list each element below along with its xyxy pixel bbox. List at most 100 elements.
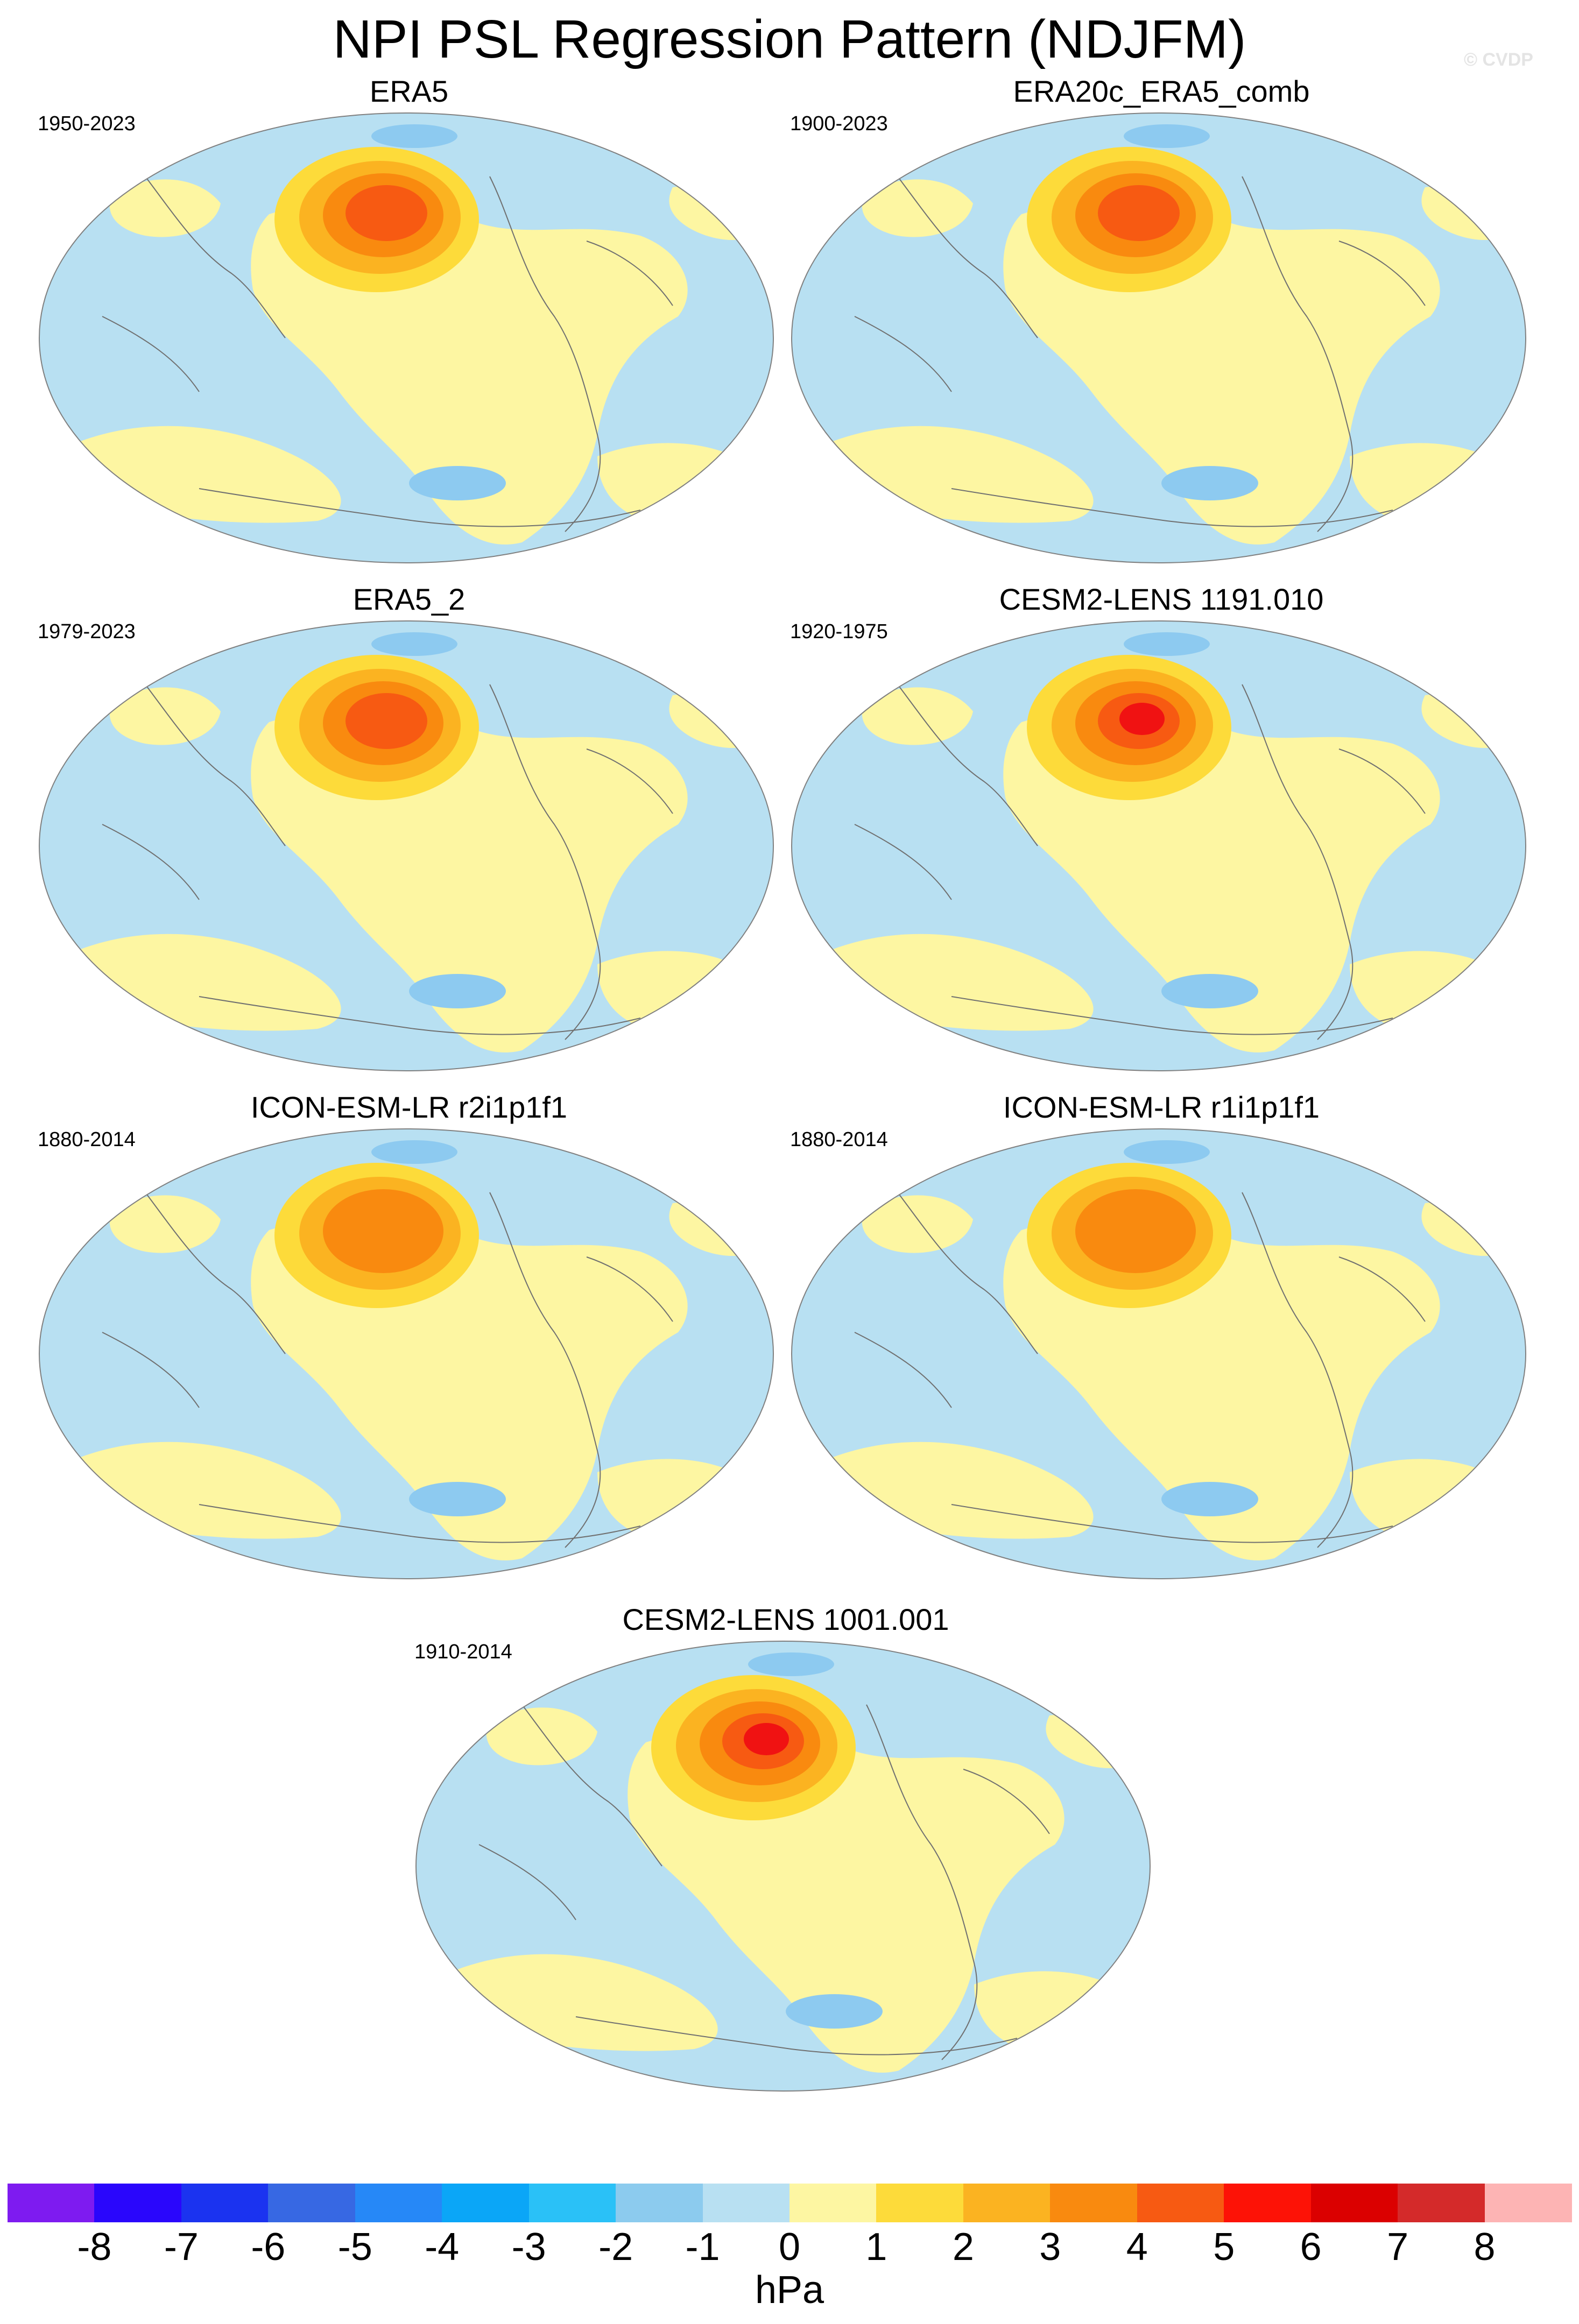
colorbar-tick-label: -8 [77, 2226, 112, 2269]
panel-years: 1900-2023 [790, 112, 888, 135]
colorbar-swatch [963, 2184, 1051, 2222]
aleutian-anomaly-contour [1075, 1189, 1196, 1273]
panel-title: CESM2-LENS 1001.001 [622, 1602, 949, 1636]
coastline [478, 1844, 576, 1920]
regression-map [39, 620, 774, 1071]
positive-anomaly-region [486, 1707, 597, 1765]
coastline [1338, 1256, 1426, 1322]
colorbar-swatch [1050, 2184, 1138, 2222]
colorbar-tick-label: 5 [1213, 2226, 1235, 2269]
coastline [963, 1769, 1050, 1834]
map-boundary [791, 620, 1526, 1071]
negative-anomaly-region [371, 1140, 457, 1164]
negative-anomaly-region [748, 1652, 834, 1676]
map-panel: CESM2-LENS 1191.010 1920-1975 [790, 582, 1533, 1071]
colorbar-tick-label: 8 [1474, 2226, 1496, 2269]
coastline [489, 176, 601, 532]
panel-years: 1880-2014 [38, 1128, 136, 1151]
colorbar-tick-label: -2 [598, 2226, 633, 2269]
regression-map [39, 1128, 774, 1579]
negative-anomaly-region [1161, 466, 1258, 500]
colorbar-swatch [616, 2184, 703, 2222]
coastline [1242, 684, 1354, 1040]
negative-anomaly-region [1124, 124, 1210, 148]
positive-anomaly-region [109, 687, 221, 745]
figure-title: NPI PSL Regression Pattern (NDJFM) [333, 9, 1246, 69]
watermark: © CVDP [1464, 50, 1533, 70]
negative-anomaly-region [409, 1482, 506, 1516]
coastline [199, 1504, 641, 1543]
colorbar-swatch [268, 2184, 356, 2222]
coastline [951, 488, 1393, 527]
panel-years: 1979-2023 [38, 620, 136, 643]
colorbar-tick-label: -1 [685, 2226, 720, 2269]
negative-anomaly-region [1124, 632, 1210, 656]
positive-anomaly-region [109, 179, 221, 237]
positive-anomaly-region [862, 179, 973, 237]
map-boundary [39, 112, 774, 563]
negative-anomaly-region [1161, 974, 1258, 1008]
regression-map [39, 112, 774, 563]
map-boundary [415, 1641, 1151, 2092]
panel-title: ICON-ESM-LR r2i1p1f1 [250, 1090, 568, 1124]
colorbar-swatch [876, 2184, 964, 2222]
negative-anomaly-region [409, 466, 506, 500]
coastline [951, 996, 1393, 1035]
coastline [489, 1192, 601, 1548]
positive-anomaly-region [862, 687, 973, 745]
panel-title: CESM2-LENS 1191.010 [999, 582, 1324, 616]
colorbar-swatch [442, 2184, 530, 2222]
panel-title: ERA20c_ERA5_comb [1013, 74, 1310, 108]
colorbar-swatch [1137, 2184, 1225, 2222]
colorbar-tick-label: -3 [511, 2226, 546, 2269]
positive-anomaly-region [862, 1195, 973, 1253]
colorbar-tick-label: 3 [1039, 2226, 1061, 2269]
coastline [489, 684, 601, 1040]
colorbar-tick-label: -7 [164, 2226, 199, 2269]
coastline [1242, 1192, 1354, 1548]
colorbar-tick-label: -4 [425, 2226, 460, 2269]
coastline [586, 1256, 673, 1322]
coastline [199, 996, 641, 1035]
aleutian-anomaly-contour [346, 693, 427, 749]
coastline [897, 1192, 1038, 1354]
map-boundary [791, 112, 1526, 563]
aleutian-anomaly-contour [744, 1723, 789, 1755]
colorbar-swatch [94, 2184, 182, 2222]
coastline [1242, 176, 1354, 532]
coastline [575, 2016, 1018, 2055]
coastline [102, 824, 200, 900]
panel-years: 1880-2014 [790, 1128, 888, 1151]
coastline [102, 316, 200, 392]
colorbar-tick-label: 6 [1300, 2226, 1322, 2269]
map-boundary [791, 1128, 1526, 1579]
colorbar-swatch [355, 2184, 443, 2222]
coastline [102, 1332, 200, 1408]
coastline [521, 1704, 662, 1867]
colorbar-swatch [702, 2184, 790, 2222]
coastline [145, 684, 286, 846]
coastline [854, 1332, 952, 1408]
regression-map [791, 1128, 1526, 1579]
coastline [854, 316, 952, 392]
negative-anomaly-region [1161, 1482, 1258, 1516]
regression-map [791, 112, 1526, 563]
colorbar-tick-label: -6 [251, 2226, 286, 2269]
regression-map [791, 620, 1526, 1071]
negative-anomaly-region [409, 974, 506, 1008]
coastline [897, 684, 1038, 846]
panel-years: 1950-2023 [38, 112, 136, 135]
colorbar-tick-label: 0 [778, 2226, 801, 2269]
panel-years: 1920-1975 [790, 620, 888, 643]
colorbar-swatch [1484, 2184, 1572, 2222]
coastline [897, 176, 1038, 338]
colorbar-swatch [1398, 2184, 1485, 2222]
map-boundary [39, 1128, 774, 1579]
colorbar-swatch [1224, 2184, 1312, 2222]
positive-anomaly-region [109, 1195, 221, 1253]
coastline [199, 488, 641, 527]
coastline [1338, 241, 1426, 306]
coastline [586, 241, 673, 306]
panel-title: ERA5 [369, 74, 449, 108]
panel-years: 1910-2014 [414, 1641, 512, 1663]
